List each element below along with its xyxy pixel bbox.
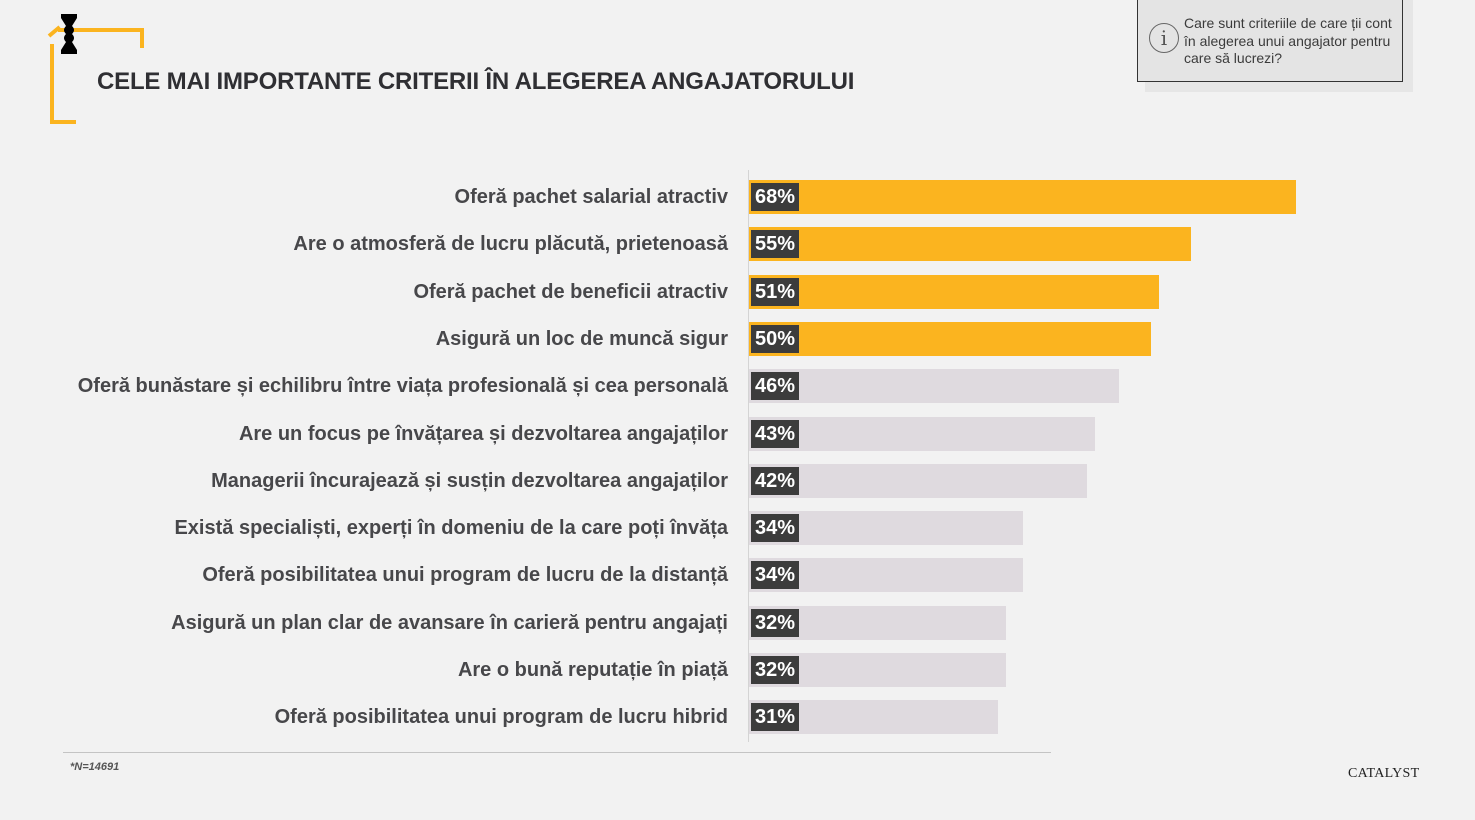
bar-value-label: 50% [751, 324, 799, 353]
brand-logo: CATALYST [1348, 766, 1420, 781]
title-frame-right [140, 28, 144, 48]
chart-row: Oferă posibilitatea unui program de lucr… [0, 700, 1475, 735]
bar [749, 369, 1120, 404]
chart-row: Există specialiști, experți în domeniu d… [0, 511, 1475, 546]
category-label: Managerii încurajează și susțin dezvolta… [211, 469, 728, 492]
bar-value-label: 68% [751, 183, 799, 211]
chart-row: Oferă pachet salarial atractiv 68% [0, 180, 1475, 214]
title-frame-left [50, 44, 54, 124]
bar-value-label: 43% [751, 419, 799, 448]
chart-row: Are o bună reputație în piață 32% [0, 653, 1475, 687]
chart-row: Asigură un plan clar de avansare în cari… [0, 605, 1475, 640]
page-title: CELE MAI IMPORTANTE CRITERII ÎN ALEGEREA… [97, 68, 855, 95]
chart-axis-line [748, 170, 749, 742]
info-icon: i [1149, 23, 1179, 53]
bar [749, 180, 1296, 214]
category-label: Oferă posibilitatea unui program de lucr… [274, 706, 728, 729]
chart-row: Oferă pachet de beneficii atractiv 51% [0, 274, 1475, 309]
chart-row: Oferă bunăstare și echilibru între viața… [0, 369, 1475, 404]
bar-value-label: 46% [751, 372, 799, 401]
chart-row: Are o atmosferă de lucru plăcută, priete… [0, 227, 1475, 262]
category-label: Are o atmosferă de lucru plăcută, priete… [293, 233, 728, 256]
footer-divider [63, 752, 1051, 753]
category-label: Oferă posibilitatea unui program de lucr… [202, 564, 728, 587]
category-label: Oferă bunăstare și echilibru între viața… [77, 375, 728, 398]
bar-value-label: 32% [751, 608, 799, 637]
bar-value-label: 34% [751, 561, 799, 590]
bar [749, 463, 1087, 498]
category-label: Asigură un plan clar de avansare în cari… [171, 611, 728, 634]
bar-value-label: 31% [751, 703, 799, 732]
hourglass-icon [61, 14, 77, 54]
category-label: Oferă pachet de beneficii atractiv [413, 280, 728, 303]
title-frame-top [58, 28, 144, 32]
bar [749, 227, 1192, 262]
bar-value-label: 55% [751, 230, 799, 259]
question-box: i Care sunt criteriile de care ții cont … [1137, 0, 1403, 82]
category-label: Există specialiști, experți în domeniu d… [174, 517, 728, 540]
chart-row: Asigură un loc de muncă sigur 50% [0, 321, 1475, 356]
category-label: Are un focus pe învățarea și dezvoltarea… [238, 422, 728, 445]
title-frame-bottom [50, 120, 76, 124]
bar-value-label: 34% [751, 514, 799, 543]
chart-row: Are un focus pe învățarea și dezvoltarea… [0, 416, 1475, 451]
chart-row: Managerii încurajează și susțin dezvolta… [0, 463, 1475, 498]
question-text: Care sunt criteriile de care ții cont în… [1184, 15, 1392, 66]
sample-size-note: *N=14691 [70, 761, 120, 773]
bar [749, 416, 1095, 451]
category-label: Are o bună reputație în piață [457, 659, 728, 681]
bar-value-label: 51% [751, 277, 799, 306]
bar [749, 274, 1160, 309]
chart-row: Oferă posibilitatea unui program de lucr… [0, 558, 1475, 593]
bar-value-label: 32% [751, 656, 799, 684]
bar [749, 321, 1152, 356]
bar-value-label: 42% [751, 466, 799, 495]
category-label: Asigură un loc de muncă sigur [435, 327, 728, 350]
category-label: Oferă pachet salarial atractiv [454, 186, 728, 208]
